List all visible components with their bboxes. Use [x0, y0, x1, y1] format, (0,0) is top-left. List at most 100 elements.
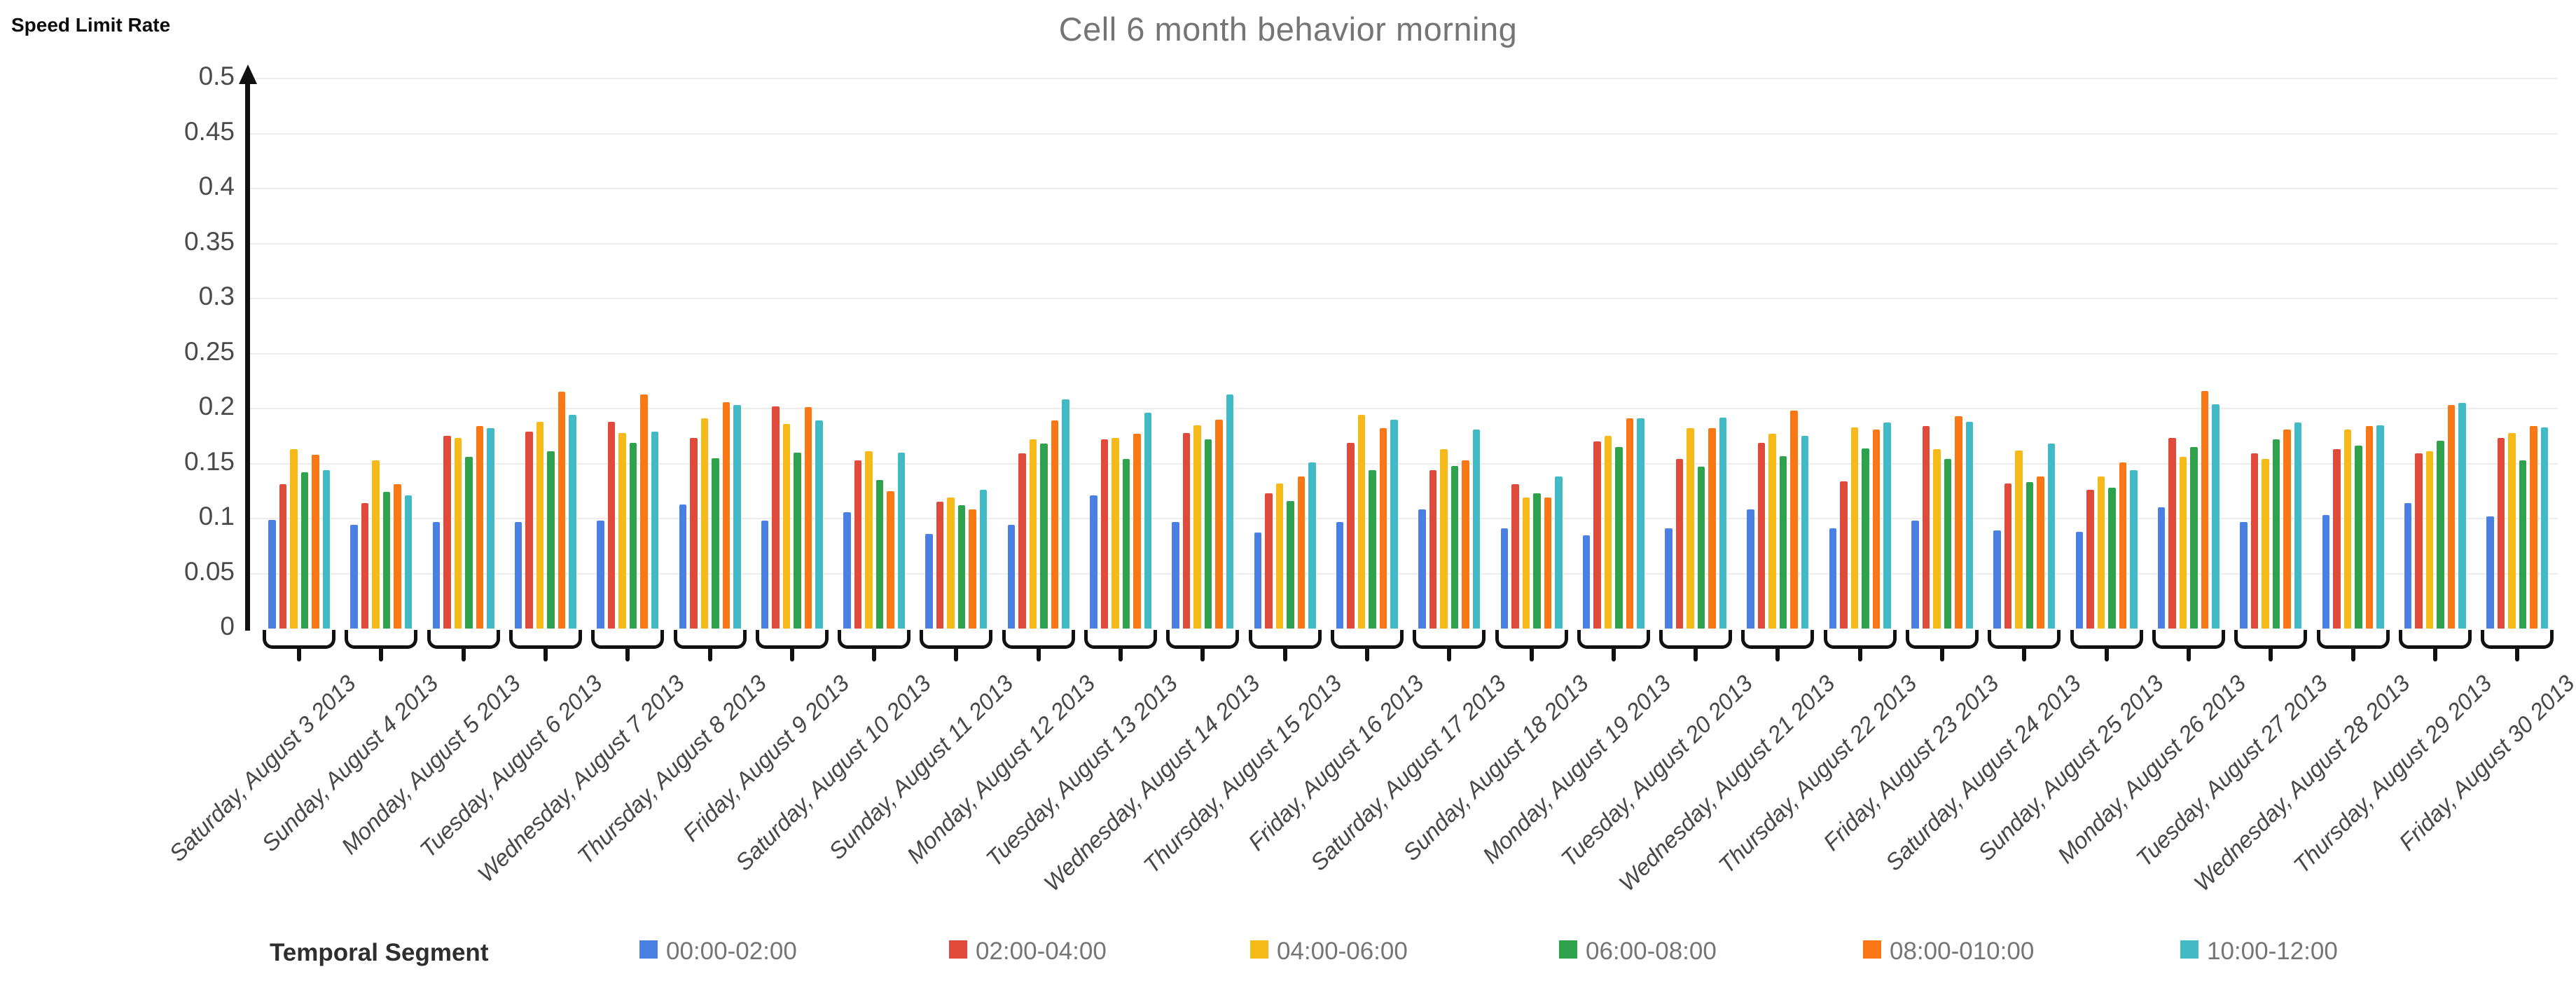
bar-00:00-02:00 — [1665, 528, 1673, 629]
bar-10:00-12:00 — [1144, 413, 1151, 629]
gridline — [250, 572, 2558, 575]
bar-04:00-06:00 — [1522, 498, 1530, 629]
bar-06:00-08:00 — [2108, 488, 2116, 629]
bar-06:00-08:00 — [1944, 459, 1951, 629]
group-tick — [1447, 649, 1452, 661]
bar-02:00-04:00 — [607, 421, 616, 629]
group-bracket — [755, 630, 829, 649]
bar-04:00-06:00 — [2015, 450, 2023, 629]
bar-06:00-08:00 — [1204, 439, 1212, 629]
group-tick — [379, 649, 384, 661]
bar-10:00-12:00 — [2047, 444, 2056, 629]
bar-00:00-02:00 — [2240, 521, 2248, 629]
bar-10:00-12:00 — [2458, 403, 2466, 629]
bar-02:00-04:00 — [361, 503, 369, 629]
bar-02:00-04:00 — [1922, 426, 1930, 629]
bar-06:00-08:00 — [1450, 465, 1459, 629]
bar-10:00-12:00 — [2212, 404, 2220, 629]
bar-04:00-06:00 — [2425, 451, 2434, 629]
bar-04:00-06:00 — [2262, 459, 2269, 629]
bar-08:00-010:00 — [1708, 428, 1716, 629]
bar-10:00-12:00 — [733, 405, 741, 629]
bar-00:00-02:00 — [2322, 515, 2329, 629]
bar-08:00-010:00 — [1626, 418, 1634, 629]
bar-06:00-08:00 — [1779, 455, 1787, 629]
legend-swatch — [949, 940, 967, 959]
bar-00:00-02:00 — [1336, 521, 1344, 629]
gridline — [250, 242, 2558, 245]
bar-06:00-08:00 — [1122, 459, 1130, 629]
bar-08:00-010:00 — [1790, 411, 1798, 629]
legend-swatch — [2180, 940, 2198, 959]
bar-02:00-04:00 — [1511, 484, 1519, 629]
legend-swatch — [639, 940, 658, 959]
group-bracket — [2152, 630, 2225, 649]
group-bracket — [2234, 630, 2308, 649]
legend-swatch — [1250, 940, 1268, 959]
bar-10:00-12:00 — [1472, 429, 1481, 629]
bar-00:00-02:00 — [2157, 507, 2166, 629]
group-tick — [872, 649, 877, 661]
group-bracket — [1741, 630, 1815, 649]
bar-00:00-02:00 — [1090, 495, 1097, 629]
bar-04:00-06:00 — [782, 423, 791, 629]
bar-10:00-12:00 — [404, 495, 413, 629]
bar-08:00-010:00 — [476, 426, 484, 629]
bar-02:00-04:00 — [2415, 453, 2423, 629]
bar-08:00-010:00 — [2283, 429, 2291, 629]
bar-08:00-010:00 — [2530, 426, 2537, 629]
bar-06:00-08:00 — [1697, 467, 1705, 629]
bar-10:00-12:00 — [1883, 423, 1891, 629]
legend-swatch — [1863, 940, 1881, 959]
group-tick — [707, 649, 712, 661]
group-tick — [1775, 649, 1780, 661]
y-tick-label: 0.15 — [183, 446, 235, 476]
bar-06:00-08:00 — [875, 480, 884, 629]
group-tick — [2515, 649, 2520, 661]
gridline — [250, 352, 2558, 355]
bar-04:00-06:00 — [1029, 439, 1037, 629]
bar-00:00-02:00 — [2404, 503, 2412, 629]
bar-06:00-08:00 — [629, 442, 637, 629]
group-bracket — [1084, 630, 1157, 649]
bar-08:00-010:00 — [1544, 498, 1551, 629]
bar-02:00-04:00 — [1675, 459, 1684, 629]
bar-08:00-010:00 — [394, 484, 401, 629]
bar-02:00-04:00 — [1018, 453, 1026, 629]
group-bracket — [1988, 630, 2061, 649]
bar-06:00-08:00 — [2190, 446, 2198, 629]
chart-title: Cell 6 month behavior morning — [1058, 11, 1518, 48]
bar-08:00-010:00 — [640, 394, 648, 629]
group-bracket — [2070, 630, 2143, 649]
bar-08:00-010:00 — [804, 407, 812, 629]
bar-00:00-02:00 — [432, 521, 441, 629]
group-tick — [2269, 649, 2273, 661]
y-tick-label: 0.35 — [183, 226, 235, 256]
bar-06:00-08:00 — [957, 505, 966, 629]
bar-02:00-04:00 — [1429, 469, 1437, 629]
group-tick — [1282, 649, 1287, 661]
bar-06:00-08:00 — [794, 452, 801, 629]
bar-04:00-06:00 — [1112, 438, 1119, 629]
bar-10:00-12:00 — [1719, 417, 1727, 629]
group-bracket — [838, 630, 911, 649]
bar-02:00-04:00 — [936, 502, 944, 629]
bar-10:00-12:00 — [569, 415, 576, 629]
bar-10:00-12:00 — [487, 428, 494, 629]
bar-06:00-08:00 — [1287, 500, 1294, 629]
group-tick — [954, 649, 959, 661]
bar-00:00-02:00 — [2075, 531, 2084, 629]
x-axis-title: Temporal Segment — [270, 939, 489, 966]
y-tick-label: 0.4 — [198, 172, 235, 200]
bar-00:00-02:00 — [1829, 528, 1837, 629]
legend-label: 02:00-04:00 — [976, 938, 1107, 965]
bar-08:00-010:00 — [887, 490, 894, 629]
group-tick — [543, 649, 548, 661]
bar-00:00-02:00 — [1172, 521, 1179, 629]
legend-label: 10:00-12:00 — [2207, 938, 2338, 965]
group-tick — [2432, 649, 2437, 661]
bar-00:00-02:00 — [1582, 535, 1591, 629]
bar-00:00-02:00 — [761, 521, 769, 629]
group-tick — [1036, 649, 1041, 661]
